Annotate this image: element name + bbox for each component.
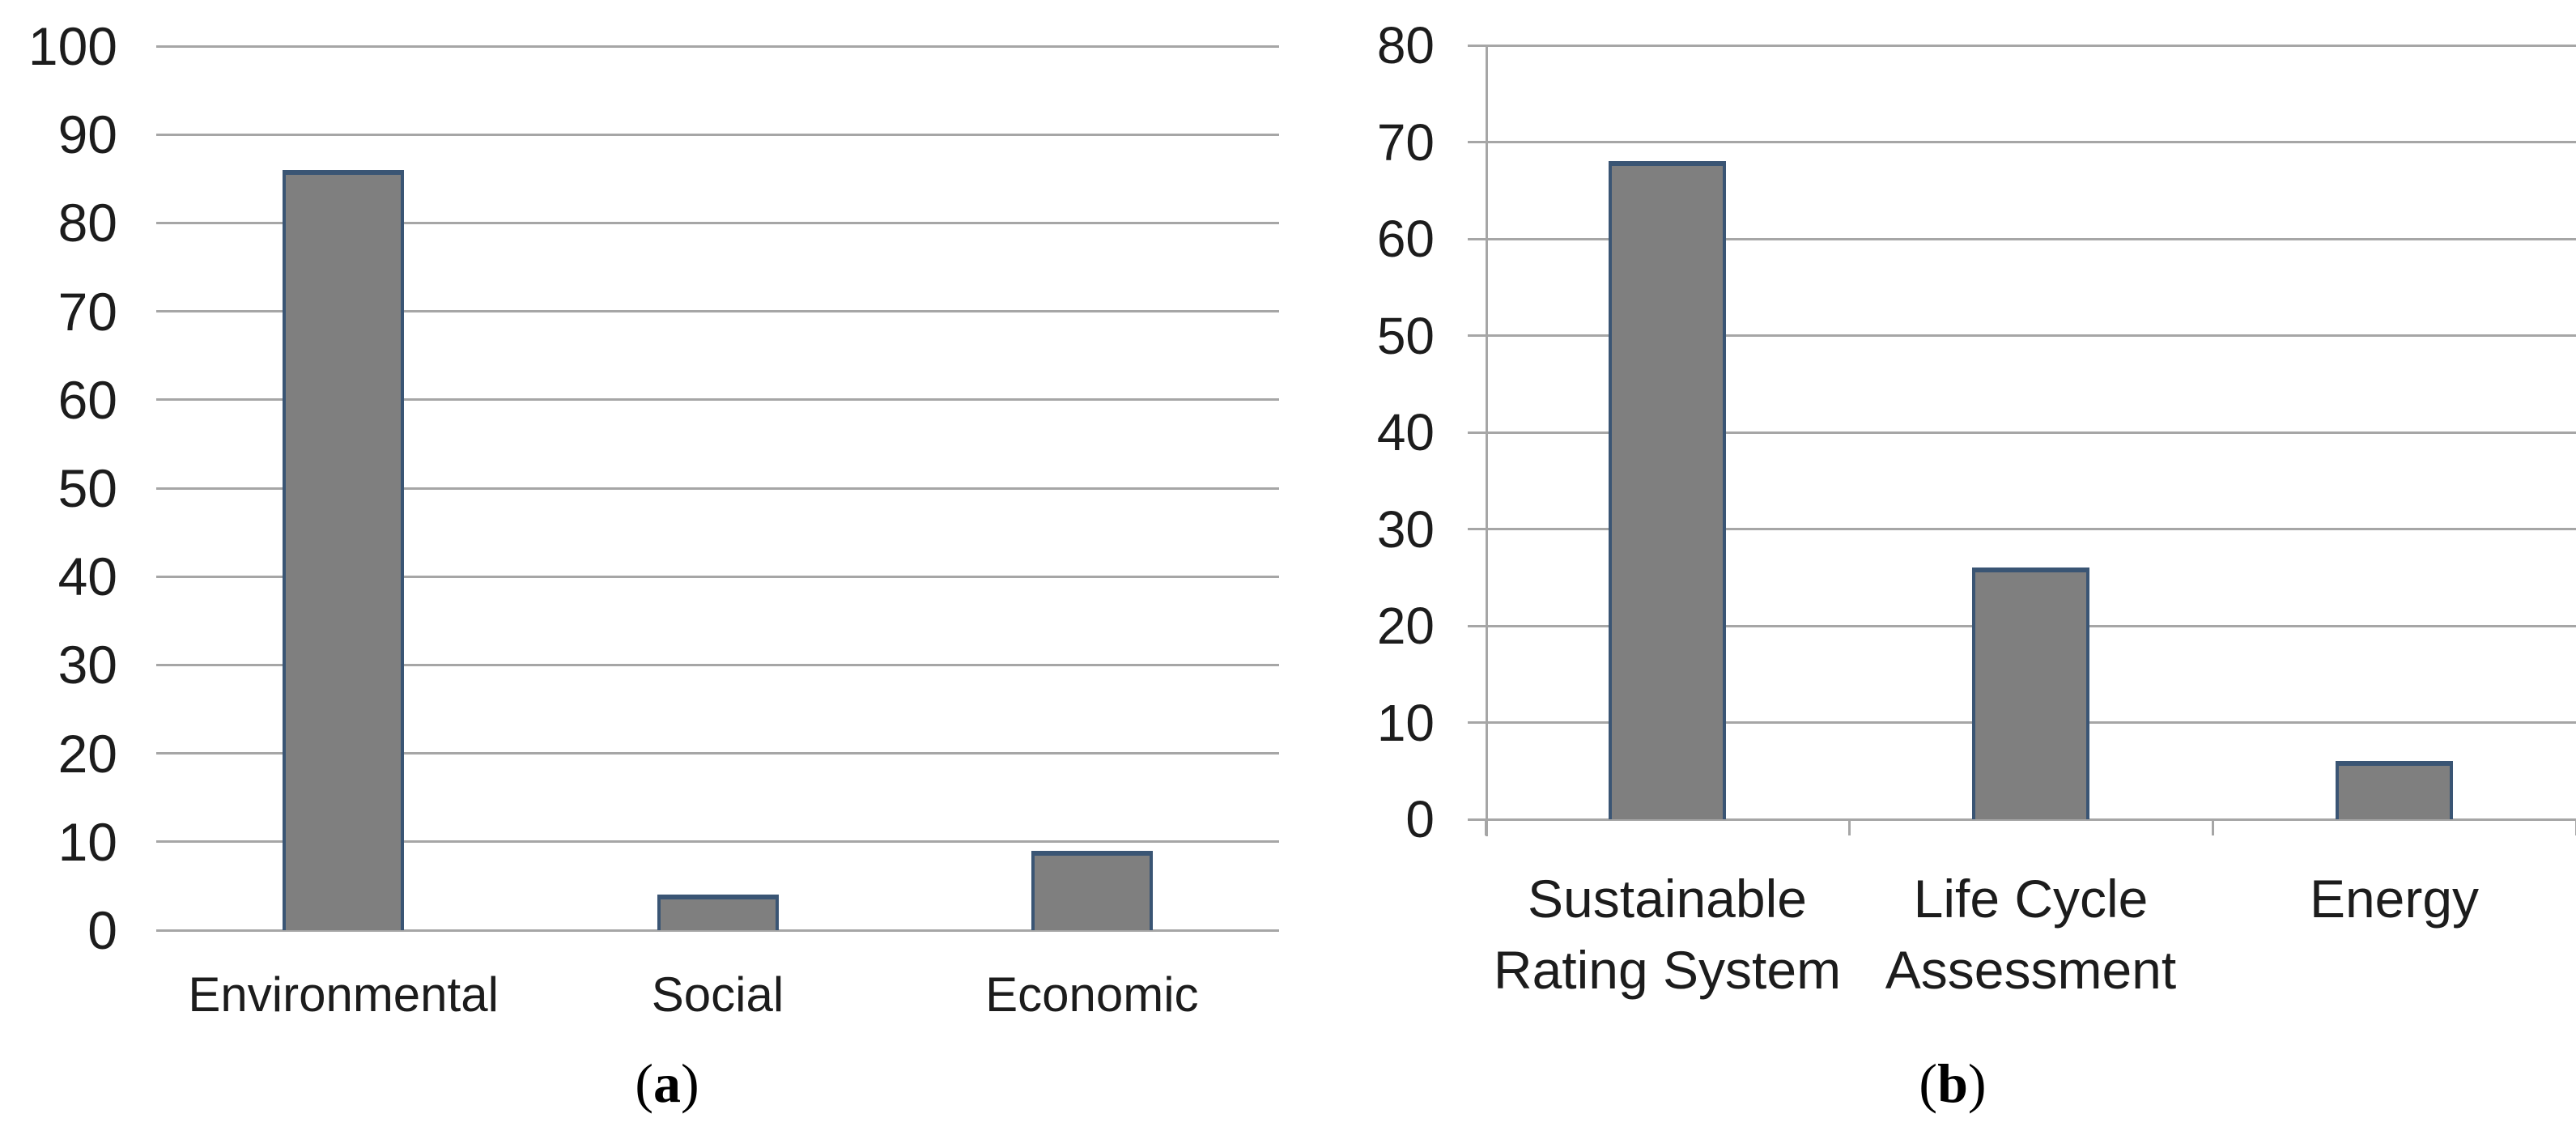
y-tick-label: 90 <box>57 104 117 165</box>
gridline <box>156 575 1279 578</box>
x-tick <box>2211 819 2214 835</box>
bar-sustainable-rating-system <box>1609 161 1726 819</box>
gridline <box>156 45 1279 48</box>
x-tick <box>1484 819 1487 835</box>
y-tick-label: 20 <box>1376 597 1435 655</box>
gridline <box>1486 44 2576 47</box>
gridline <box>156 133 1279 136</box>
y-tick <box>1468 431 1486 434</box>
y-tick-label: 20 <box>57 723 117 784</box>
chart-panel-a: 0 10 20 30 40 50 60 70 80 90 100 Environmental Socia… <box>28 16 1279 1022</box>
chart-panel-b: 0 10 20 30 40 50 60 70 80 Sustainable Rating Syst… <box>1344 0 2576 1135</box>
y-tick <box>1468 237 1486 240</box>
gridline <box>156 752 1279 755</box>
bar-economic <box>1031 850 1153 930</box>
category-label-sustainable-rating-system: Sustainable Rating System <box>1493 869 1842 1000</box>
y-tick-label: 50 <box>57 458 117 518</box>
category-label-energy: Energy <box>2309 869 2480 929</box>
x-tick <box>1847 819 1851 835</box>
y-tick <box>1468 528 1486 530</box>
y-tick-label: 40 <box>57 546 117 607</box>
y-tick-label: 10 <box>57 811 117 872</box>
gridline <box>1486 431 2576 434</box>
category-label-social: Social <box>651 967 784 1022</box>
caption-b: (b) <box>1919 1052 1987 1114</box>
y-tick-label: 10 <box>1376 693 1435 752</box>
y-tick-label: 70 <box>57 281 117 342</box>
y-tick <box>1468 624 1486 627</box>
x-axis-line <box>156 929 1279 932</box>
y-tick <box>1468 818 1486 821</box>
y-tick-label: 60 <box>57 369 117 430</box>
bar-environmental <box>283 169 405 930</box>
y-tick-label: 30 <box>1376 499 1435 559</box>
y-tick-label: 40 <box>1376 403 1435 461</box>
category-label-life-cycle-assessment: Life Cycle Assessment <box>1885 869 2177 1000</box>
category-label-environmental: Environmental <box>188 967 499 1022</box>
category-label-economic: Economic <box>985 967 1199 1022</box>
bar-energy <box>2336 761 2453 819</box>
gridline <box>156 221 1279 224</box>
x-axis-line <box>1486 818 2576 821</box>
gridline <box>156 663 1279 666</box>
y-tick-label: 80 <box>57 193 117 253</box>
caption-a: (a) <box>635 1052 699 1114</box>
y-tick-label: 70 <box>1376 113 1435 172</box>
y-tick <box>1468 721 1486 724</box>
y-tick-label: 0 <box>87 900 117 960</box>
bar-social <box>657 895 779 930</box>
y-tick <box>1468 141 1486 143</box>
gridline <box>1486 528 2576 530</box>
gridline <box>1486 237 2576 240</box>
x-tick <box>2574 819 2576 835</box>
gridline <box>156 310 1279 313</box>
gridline <box>156 398 1279 402</box>
y-tick <box>1468 44 1486 47</box>
gridline <box>156 840 1279 844</box>
y-tick-label: 30 <box>57 635 117 695</box>
gridline <box>1486 334 2576 337</box>
y-axis-line <box>1486 45 1488 836</box>
y-tick-label: 100 <box>28 16 117 76</box>
y-tick <box>1468 334 1486 337</box>
y-tick-label: 0 <box>1405 790 1435 848</box>
y-tick-label: 60 <box>1376 210 1435 268</box>
gridline <box>1486 141 2576 143</box>
y-tick-label: 50 <box>1376 306 1435 365</box>
bar-life-cycle-assessment <box>1972 568 2089 819</box>
gridline <box>156 487 1279 490</box>
y-tick-label: 80 <box>1376 16 1435 74</box>
